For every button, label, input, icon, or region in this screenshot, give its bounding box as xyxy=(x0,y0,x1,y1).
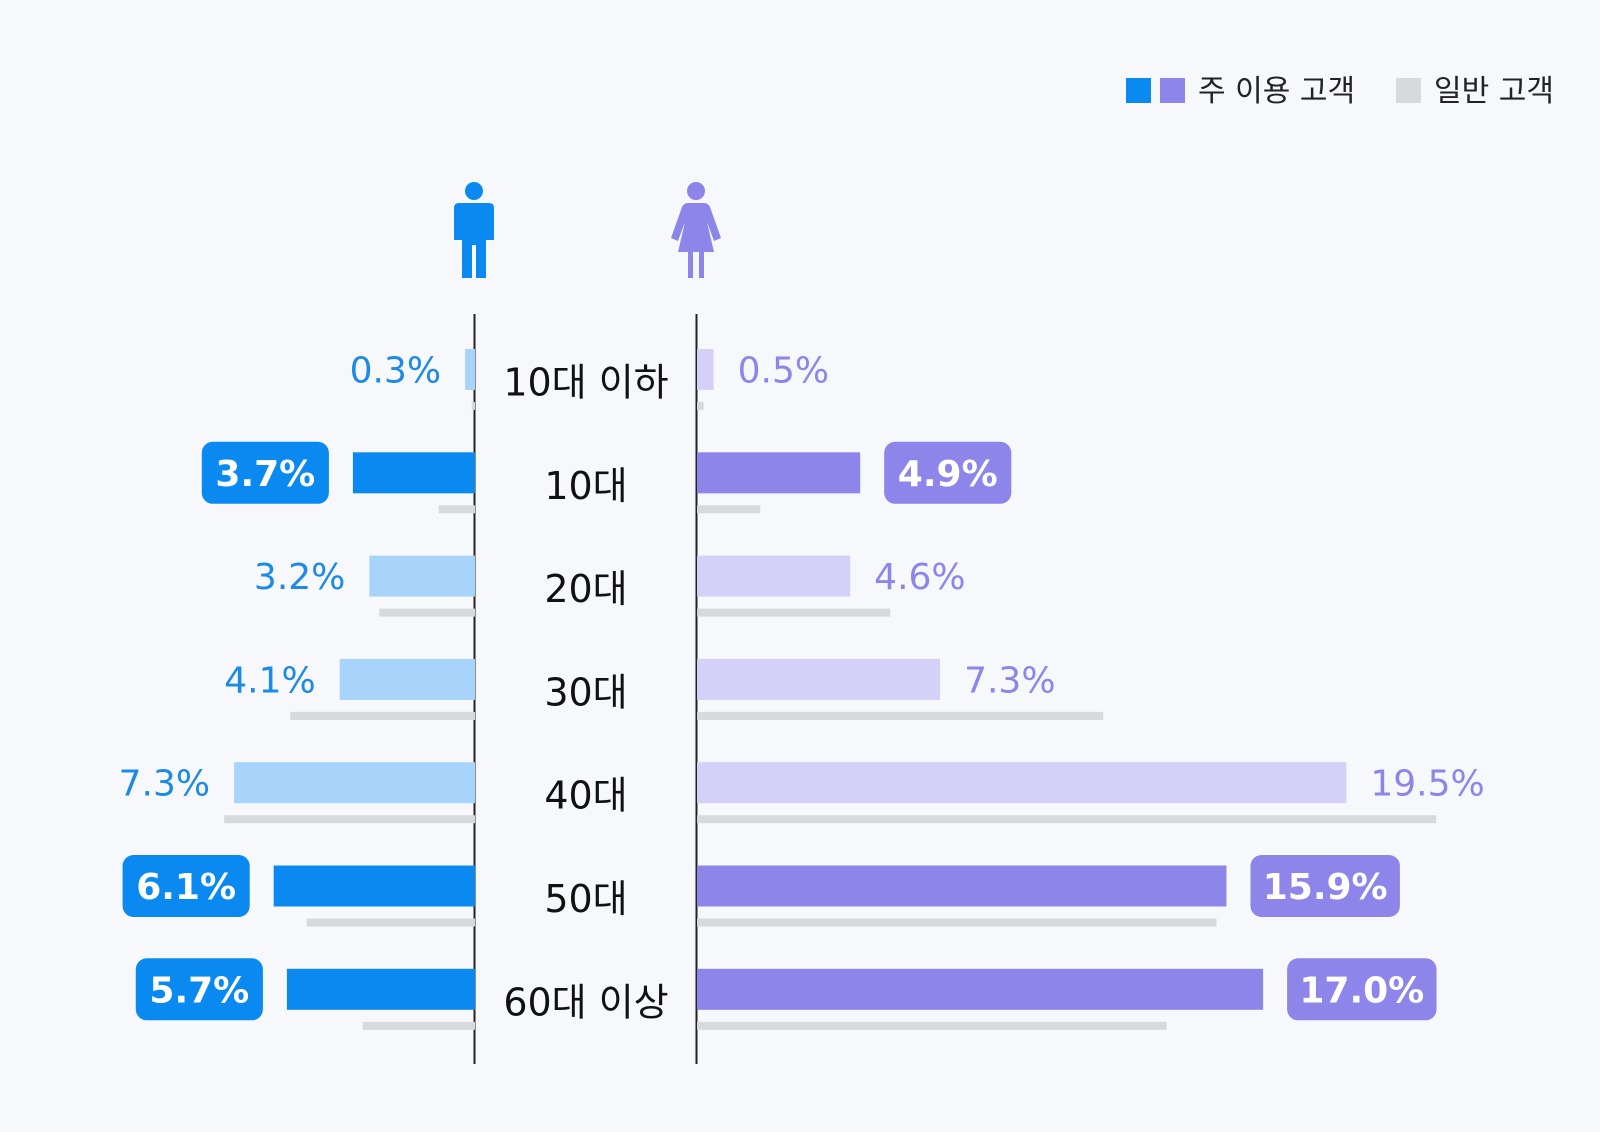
age-category-label: 60대 이상 xyxy=(503,980,668,1024)
male-value-label: 3.2% xyxy=(254,557,345,598)
male-bar xyxy=(339,658,475,700)
female-bar xyxy=(697,555,851,597)
female-general-bar xyxy=(697,1021,1167,1030)
age-category-label: 10대 xyxy=(544,464,627,508)
male-bar xyxy=(465,349,475,390)
male-value-label: 4.1% xyxy=(224,660,315,701)
male-bar xyxy=(234,762,475,804)
male-general-bar xyxy=(290,711,475,720)
female-value-label: 0.5% xyxy=(738,351,829,392)
female-general-bar xyxy=(697,918,1217,927)
female-general-bar xyxy=(697,815,1437,824)
legend-female-main-swatch xyxy=(1160,78,1185,103)
female-person-icon xyxy=(671,182,721,278)
male-value-label: 6.1% xyxy=(136,867,236,908)
male-bar xyxy=(273,865,475,907)
male-general-bar xyxy=(471,402,475,410)
female-bar xyxy=(697,968,1264,1010)
male-general-bar xyxy=(362,1021,475,1030)
legend-male-main-swatch xyxy=(1126,78,1151,103)
female-general-bar xyxy=(697,505,761,514)
female-general-bar xyxy=(697,711,1104,720)
male-value-badge xyxy=(135,958,263,1021)
male-value-label: 7.3% xyxy=(119,764,210,805)
male-bar xyxy=(286,968,475,1010)
male-general-bar xyxy=(379,608,475,617)
male-bar xyxy=(369,555,475,597)
female-value-badge xyxy=(1250,855,1400,917)
legend-main-label: 주 이용 고객 xyxy=(1198,74,1355,109)
male-person-icon xyxy=(454,182,494,278)
age-category-label: 40대 xyxy=(544,774,627,818)
legend-general-swatch xyxy=(1396,78,1421,103)
male-value-label: 3.7% xyxy=(215,454,315,495)
age-category-label: 50대 xyxy=(544,877,627,921)
male-bar xyxy=(352,452,475,494)
male-value-label: 0.3% xyxy=(350,351,441,392)
male-general-bar xyxy=(306,918,475,927)
female-general-bar xyxy=(697,402,704,410)
female-value-badge xyxy=(884,441,1012,504)
male-value-badge xyxy=(201,441,329,504)
female-value-label: 4.6% xyxy=(874,557,965,598)
age-category-label: 20대 xyxy=(544,567,627,611)
female-value-label: 4.9% xyxy=(898,454,998,495)
bars-layer: 10대 이하 0.3% 0.5% 10대 3.7% 4.9% 20대 3.2% 4.6% 30대 4… xyxy=(119,349,1485,1030)
female-value-label: 19.5% xyxy=(1370,764,1484,805)
male-value-label: 5.7% xyxy=(149,970,249,1011)
legend-general-label: 일반 고객 xyxy=(1434,74,1554,109)
female-value-label: 15.9% xyxy=(1263,867,1388,908)
female-value-badge xyxy=(1287,958,1437,1021)
female-value-label: 7.3% xyxy=(964,660,1055,701)
male-value-badge xyxy=(122,855,250,917)
age-category-label: 10대 이하 xyxy=(503,361,668,405)
male-general-bar xyxy=(224,815,475,824)
female-bar xyxy=(697,349,714,390)
female-bar xyxy=(697,865,1227,907)
female-general-bar xyxy=(697,608,891,617)
female-value-label: 17.0% xyxy=(1299,970,1424,1011)
female-bar xyxy=(697,452,861,494)
female-bar xyxy=(697,762,1347,804)
age-category-label: 30대 xyxy=(544,670,627,714)
female-bar xyxy=(697,658,941,700)
male-general-bar xyxy=(438,505,475,514)
legend: 주 이용 고객 일반 고객 xyxy=(1126,74,1554,109)
